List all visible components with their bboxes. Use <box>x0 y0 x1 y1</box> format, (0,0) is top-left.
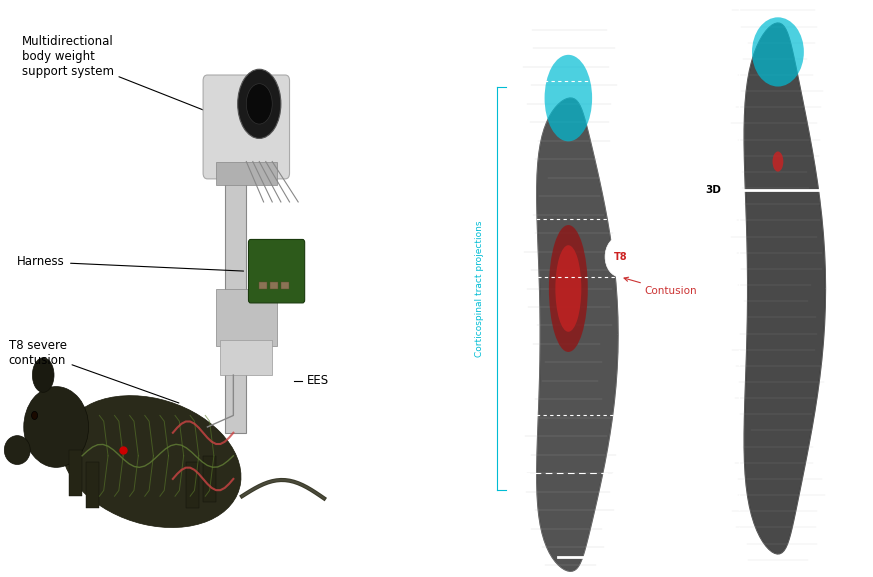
Text: Contusion: Contusion <box>624 277 697 296</box>
Circle shape <box>605 237 636 277</box>
Ellipse shape <box>32 358 54 392</box>
Polygon shape <box>744 23 826 554</box>
Text: Harness: Harness <box>17 256 244 271</box>
Text: R: R <box>527 497 534 507</box>
Ellipse shape <box>31 411 38 419</box>
Text: T8 severe
contusion: T8 severe contusion <box>9 339 179 403</box>
Text: L: L <box>436 497 441 507</box>
Bar <box>217 162 277 185</box>
Bar <box>259 282 267 288</box>
Polygon shape <box>537 98 618 571</box>
Bar <box>281 282 289 288</box>
Text: S1: S1 <box>665 473 682 485</box>
Bar <box>186 462 199 508</box>
Circle shape <box>696 167 731 213</box>
FancyBboxPatch shape <box>203 75 290 179</box>
Ellipse shape <box>4 436 31 464</box>
Ellipse shape <box>24 387 88 467</box>
Text: L1: L1 <box>665 340 680 353</box>
Text: Corticospinal tract projections: Corticospinal tract projections <box>475 220 485 357</box>
Bar <box>220 340 272 375</box>
Text: Glutamatergic reticulospinal projections: Glutamatergic reticulospinal projections <box>445 197 454 380</box>
Bar <box>86 462 100 508</box>
Bar <box>523 81 653 219</box>
Ellipse shape <box>549 225 588 352</box>
Ellipse shape <box>61 396 241 527</box>
Ellipse shape <box>246 84 272 124</box>
Text: R: R <box>481 440 487 450</box>
Bar <box>523 277 653 415</box>
Bar <box>224 173 246 433</box>
Bar <box>270 282 278 288</box>
Bar <box>217 288 277 346</box>
FancyBboxPatch shape <box>249 239 305 303</box>
Text: T6: T6 <box>665 126 681 139</box>
Text: EES: EES <box>306 374 329 387</box>
Ellipse shape <box>237 69 281 138</box>
Text: C: C <box>481 554 487 564</box>
Ellipse shape <box>773 151 783 172</box>
Text: Multidirectional
body weight
support system: Multidirectional body weight support sys… <box>22 35 244 126</box>
Ellipse shape <box>545 55 592 141</box>
Ellipse shape <box>555 245 581 332</box>
Bar <box>203 456 217 502</box>
Text: 3D: 3D <box>705 185 721 196</box>
Ellipse shape <box>752 17 804 87</box>
Text: T8: T8 <box>614 252 627 262</box>
Bar <box>69 450 82 496</box>
